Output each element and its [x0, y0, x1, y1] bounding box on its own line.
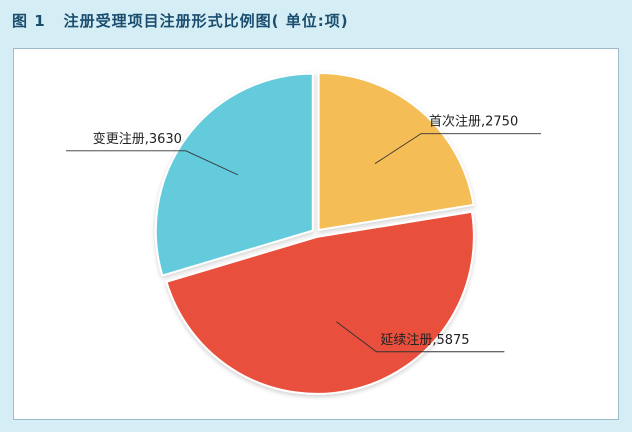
leader-line — [65, 150, 239, 176]
figure-title: 图 1 注册受理项目注册形式比例图( 单位:项) — [12, 10, 349, 31]
slice-label: 延续注册,5875 — [380, 333, 469, 348]
pie-slice — [154, 72, 314, 277]
figure-number: 图 1 — [12, 12, 46, 30]
slice-label: 首次注册,2750 — [429, 114, 518, 130]
leader-line — [374, 133, 542, 165]
leader-line — [336, 321, 505, 353]
pie-slice — [317, 71, 475, 232]
figure-caption: 注册受理项目注册形式比例图( 单位:项) — [63, 12, 349, 30]
pie-slice — [165, 210, 475, 395]
slice-label: 变更注册,3630 — [93, 131, 182, 147]
